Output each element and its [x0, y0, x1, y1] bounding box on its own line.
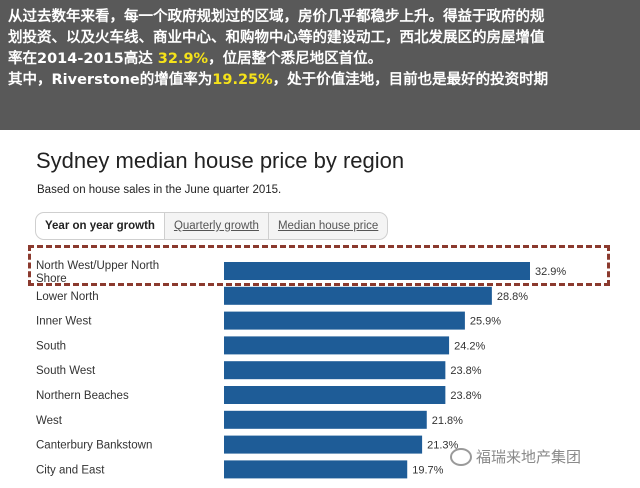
banner-line-2: 划投资、以及火车线、商业中心、和购物中心等的建设动工，西北发展区的房屋增值 [8, 30, 545, 46]
category-label-8: City and East [36, 464, 105, 476]
value-label-8: 19.7% [412, 464, 443, 476]
chart-title: Sydney median house price by region [36, 148, 405, 173]
highlight-dashed-box [28, 245, 610, 286]
bar-4 [224, 361, 446, 380]
category-label-5: Northern Beaches [36, 390, 129, 402]
value-label-2: 25.9% [470, 316, 501, 328]
category-label-7: Canterbury Bankstown [36, 440, 152, 452]
bar-7 [224, 435, 423, 454]
bar-1 [224, 286, 492, 305]
value-label-5: 23.8% [450, 390, 481, 402]
category-label-2: Inner West [36, 316, 92, 328]
category-label-1: Lower North [36, 291, 99, 303]
tab-quarterly-growth[interactable]: Quarterly growth [164, 212, 269, 240]
banner-line-3-text-b: ，位居整个悉尼地区首位。 [208, 51, 383, 67]
value-label-7: 21.3% [427, 440, 458, 452]
bar-5 [224, 386, 446, 404]
banner-highlight-growth: 32.9% [157, 51, 209, 67]
category-label-0: North West/Upper North Shore [36, 260, 159, 285]
tab-median-house-price[interactable]: Median house price [268, 212, 389, 240]
bar-0 [224, 262, 530, 280]
banner-line-3: 率在2014-2015高达 32.9%，位居整个悉尼地区首位。 [8, 49, 630, 70]
bar-2 [224, 311, 465, 330]
banner-highlight-riverstone: 19.25% [212, 72, 273, 88]
value-label-1: 28.8% [497, 291, 528, 303]
value-label-6: 21.8% [432, 415, 463, 427]
bar-3 [224, 336, 450, 355]
value-label-4: 23.8% [450, 365, 481, 377]
bar-8 [224, 460, 408, 479]
category-label-6: West [36, 415, 63, 427]
chart-tabs: Year on year growth Quarterly growth Med… [35, 212, 389, 240]
tab-year-on-year-growth[interactable]: Year on year growth [35, 212, 165, 240]
banner-line-4-text-b: ，处于价值洼地，目前也是最好的投资时期 [272, 72, 549, 88]
bar-6 [224, 410, 427, 429]
chart-subtitle: Based on house sales in the June quarter… [37, 184, 282, 196]
wechat-icon [450, 447, 472, 466]
watermark: 福瑞来地产集团 [450, 446, 581, 467]
banner-line-4: 其中，Riverstone的增值率为19.25%，处于价值洼地，目前也是最好的投… [8, 70, 630, 91]
category-label-3: South [36, 340, 66, 352]
intro-banner: 从过去数年来看，每一个政府规划过的区域，房价几乎都稳步上升。得益于政府的规 划投… [0, 0, 640, 130]
banner-line-1: 从过去数年来看，每一个政府规划过的区域，房价几乎都稳步上升。得益于政府的规 [8, 9, 545, 25]
banner-line-4-text-a: 其中，Riverstone的增值率为 [8, 72, 213, 88]
watermark-text: 福瑞来地产集团 [476, 448, 582, 466]
banner-line-3-text-a: 率在2014-2015高达 [8, 51, 158, 67]
value-label-0: 32.9% [535, 266, 566, 278]
category-label-4: South West [36, 365, 96, 377]
value-label-3: 24.2% [454, 340, 485, 352]
